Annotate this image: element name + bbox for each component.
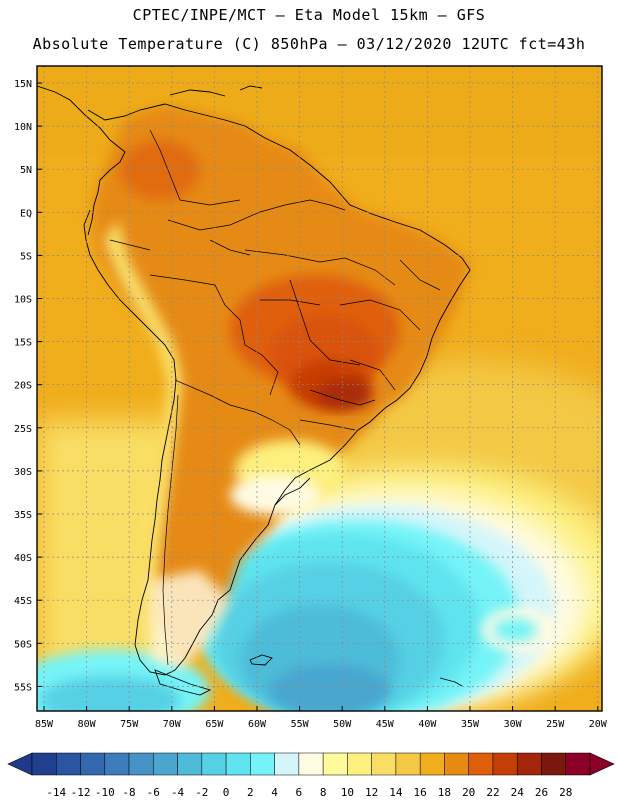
colorbar-label: 10 [341, 786, 354, 799]
lat-label: 10N [14, 122, 32, 133]
colorbar-swatch [104, 752, 130, 776]
colorbar-label: -4 [171, 786, 185, 799]
lon-label: 35W [461, 719, 480, 730]
lon-label: 70W [163, 719, 182, 730]
lon-label: 85W [35, 719, 54, 730]
colorbar-swatch [153, 752, 178, 776]
lat-label: 15N [14, 79, 32, 90]
colorbar-label: 8 [320, 786, 327, 799]
lat-label: EQ [20, 208, 32, 219]
andes-cool-strip [104, 220, 182, 655]
lat-label: 35S [14, 510, 32, 521]
colorbar-label: -6 [147, 786, 160, 799]
colorbar-swatch [347, 752, 372, 776]
lat-label: 45S [14, 596, 32, 607]
colorbar-swatch [444, 752, 469, 776]
lat-label: 5N [20, 165, 32, 176]
colorbar-swatch [541, 752, 566, 776]
colorbar-label: -14 [46, 786, 66, 799]
lon-label: 75W [120, 719, 139, 730]
colorbar-max-cap [589, 752, 615, 776]
colorbar-swatch [322, 752, 348, 776]
colorbar-label: 18 [438, 786, 451, 799]
colorbar-label: 14 [389, 786, 403, 799]
latitude-labels: 15N 10N 5N EQ 5S 10S 15S 20S 25S 30S 35S 40S 45S 50S 5… [14, 79, 42, 693]
colorbar-label: 6 [296, 786, 303, 799]
map-title-line-2: Absolute Temperature (C) 850hPa – 03/12/… [32, 35, 586, 53]
lon-label: 80W [78, 719, 97, 730]
colorbar-label: 28 [559, 786, 572, 799]
lat-label: 30S [14, 467, 32, 478]
lon-label: 45W [376, 719, 395, 730]
lat-label: 25S [14, 424, 32, 435]
colorbar-label: -12 [71, 786, 91, 799]
lat-label: 5S [20, 251, 32, 262]
colorbar-swatch [31, 752, 57, 776]
colorbar-swatch [565, 752, 591, 776]
lon-label: 40W [418, 719, 437, 730]
colorbar-label: 24 [511, 786, 525, 799]
colorbar-label: 20 [462, 786, 475, 799]
lon-label: 20W [589, 719, 608, 730]
lon-label: 25W [546, 719, 565, 730]
colorbar-swatch [274, 752, 300, 776]
lat-label: 40S [14, 553, 32, 564]
colorbar-label: 16 [414, 786, 427, 799]
colorbar-label: -8 [122, 786, 135, 799]
lat-label: 15S [14, 338, 32, 349]
map-frame [36, 65, 603, 712]
map-title-line-1: CPTEC/INPE/MCT – Eta Model 15km – GFS [132, 6, 486, 24]
temperature-colorbar: -14 -12 -10 -8 -6 -4 -2 0 2 4 6 8 10 12 14 16 18 20 22 24 26… [7, 752, 615, 799]
colorbar-swatch [298, 752, 324, 776]
graticule [37, 66, 602, 711]
colorbar-swatch [250, 752, 275, 776]
colorbar-swatch [492, 752, 518, 776]
colorbar-label: 26 [535, 786, 548, 799]
colorbar-swatch [225, 752, 251, 776]
colorbar-swatch [468, 752, 494, 776]
lon-label: 55W [291, 719, 310, 730]
lon-label: 65W [205, 719, 224, 730]
colorbar-swatch [177, 752, 203, 776]
colorbar-swatch [56, 752, 81, 776]
coastline [37, 85, 471, 696]
colorbar-swatch [516, 752, 542, 776]
lat-label: 50S [14, 639, 32, 650]
temperature-field [37, 66, 602, 711]
colorbar-swatch [395, 752, 421, 776]
colorbar-label: 4 [271, 786, 278, 799]
colorbar-label: 12 [365, 786, 378, 799]
colorbar-swatch [80, 752, 106, 776]
lon-label: 50W [333, 719, 352, 730]
colorbar-label: -2 [195, 786, 208, 799]
lon-label: 30W [504, 719, 523, 730]
lon-label: 60W [248, 719, 267, 730]
colorbar-label: 0 [223, 786, 230, 799]
longitude-labels: 85W 80W 75W 70W 65W 60W 55W 50W 45W 40W 35W 30W 25W 2… [35, 706, 608, 730]
lat-label: 20S [14, 381, 32, 392]
colorbar-label: 22 [486, 786, 499, 799]
country-borders [109, 129, 441, 666]
colorbar-swatch [128, 752, 154, 776]
lat-label: 55S [14, 682, 32, 693]
lat-label: 10S [14, 295, 32, 306]
colorbar-label: 2 [247, 786, 254, 799]
colorbar-swatch [371, 752, 397, 776]
land-warm-area [92, 105, 470, 660]
colorbar-swatch [419, 752, 445, 776]
colorbar-min-cap [7, 752, 33, 776]
colorbar-label: -10 [95, 786, 115, 799]
colorbar-swatch [201, 752, 227, 776]
